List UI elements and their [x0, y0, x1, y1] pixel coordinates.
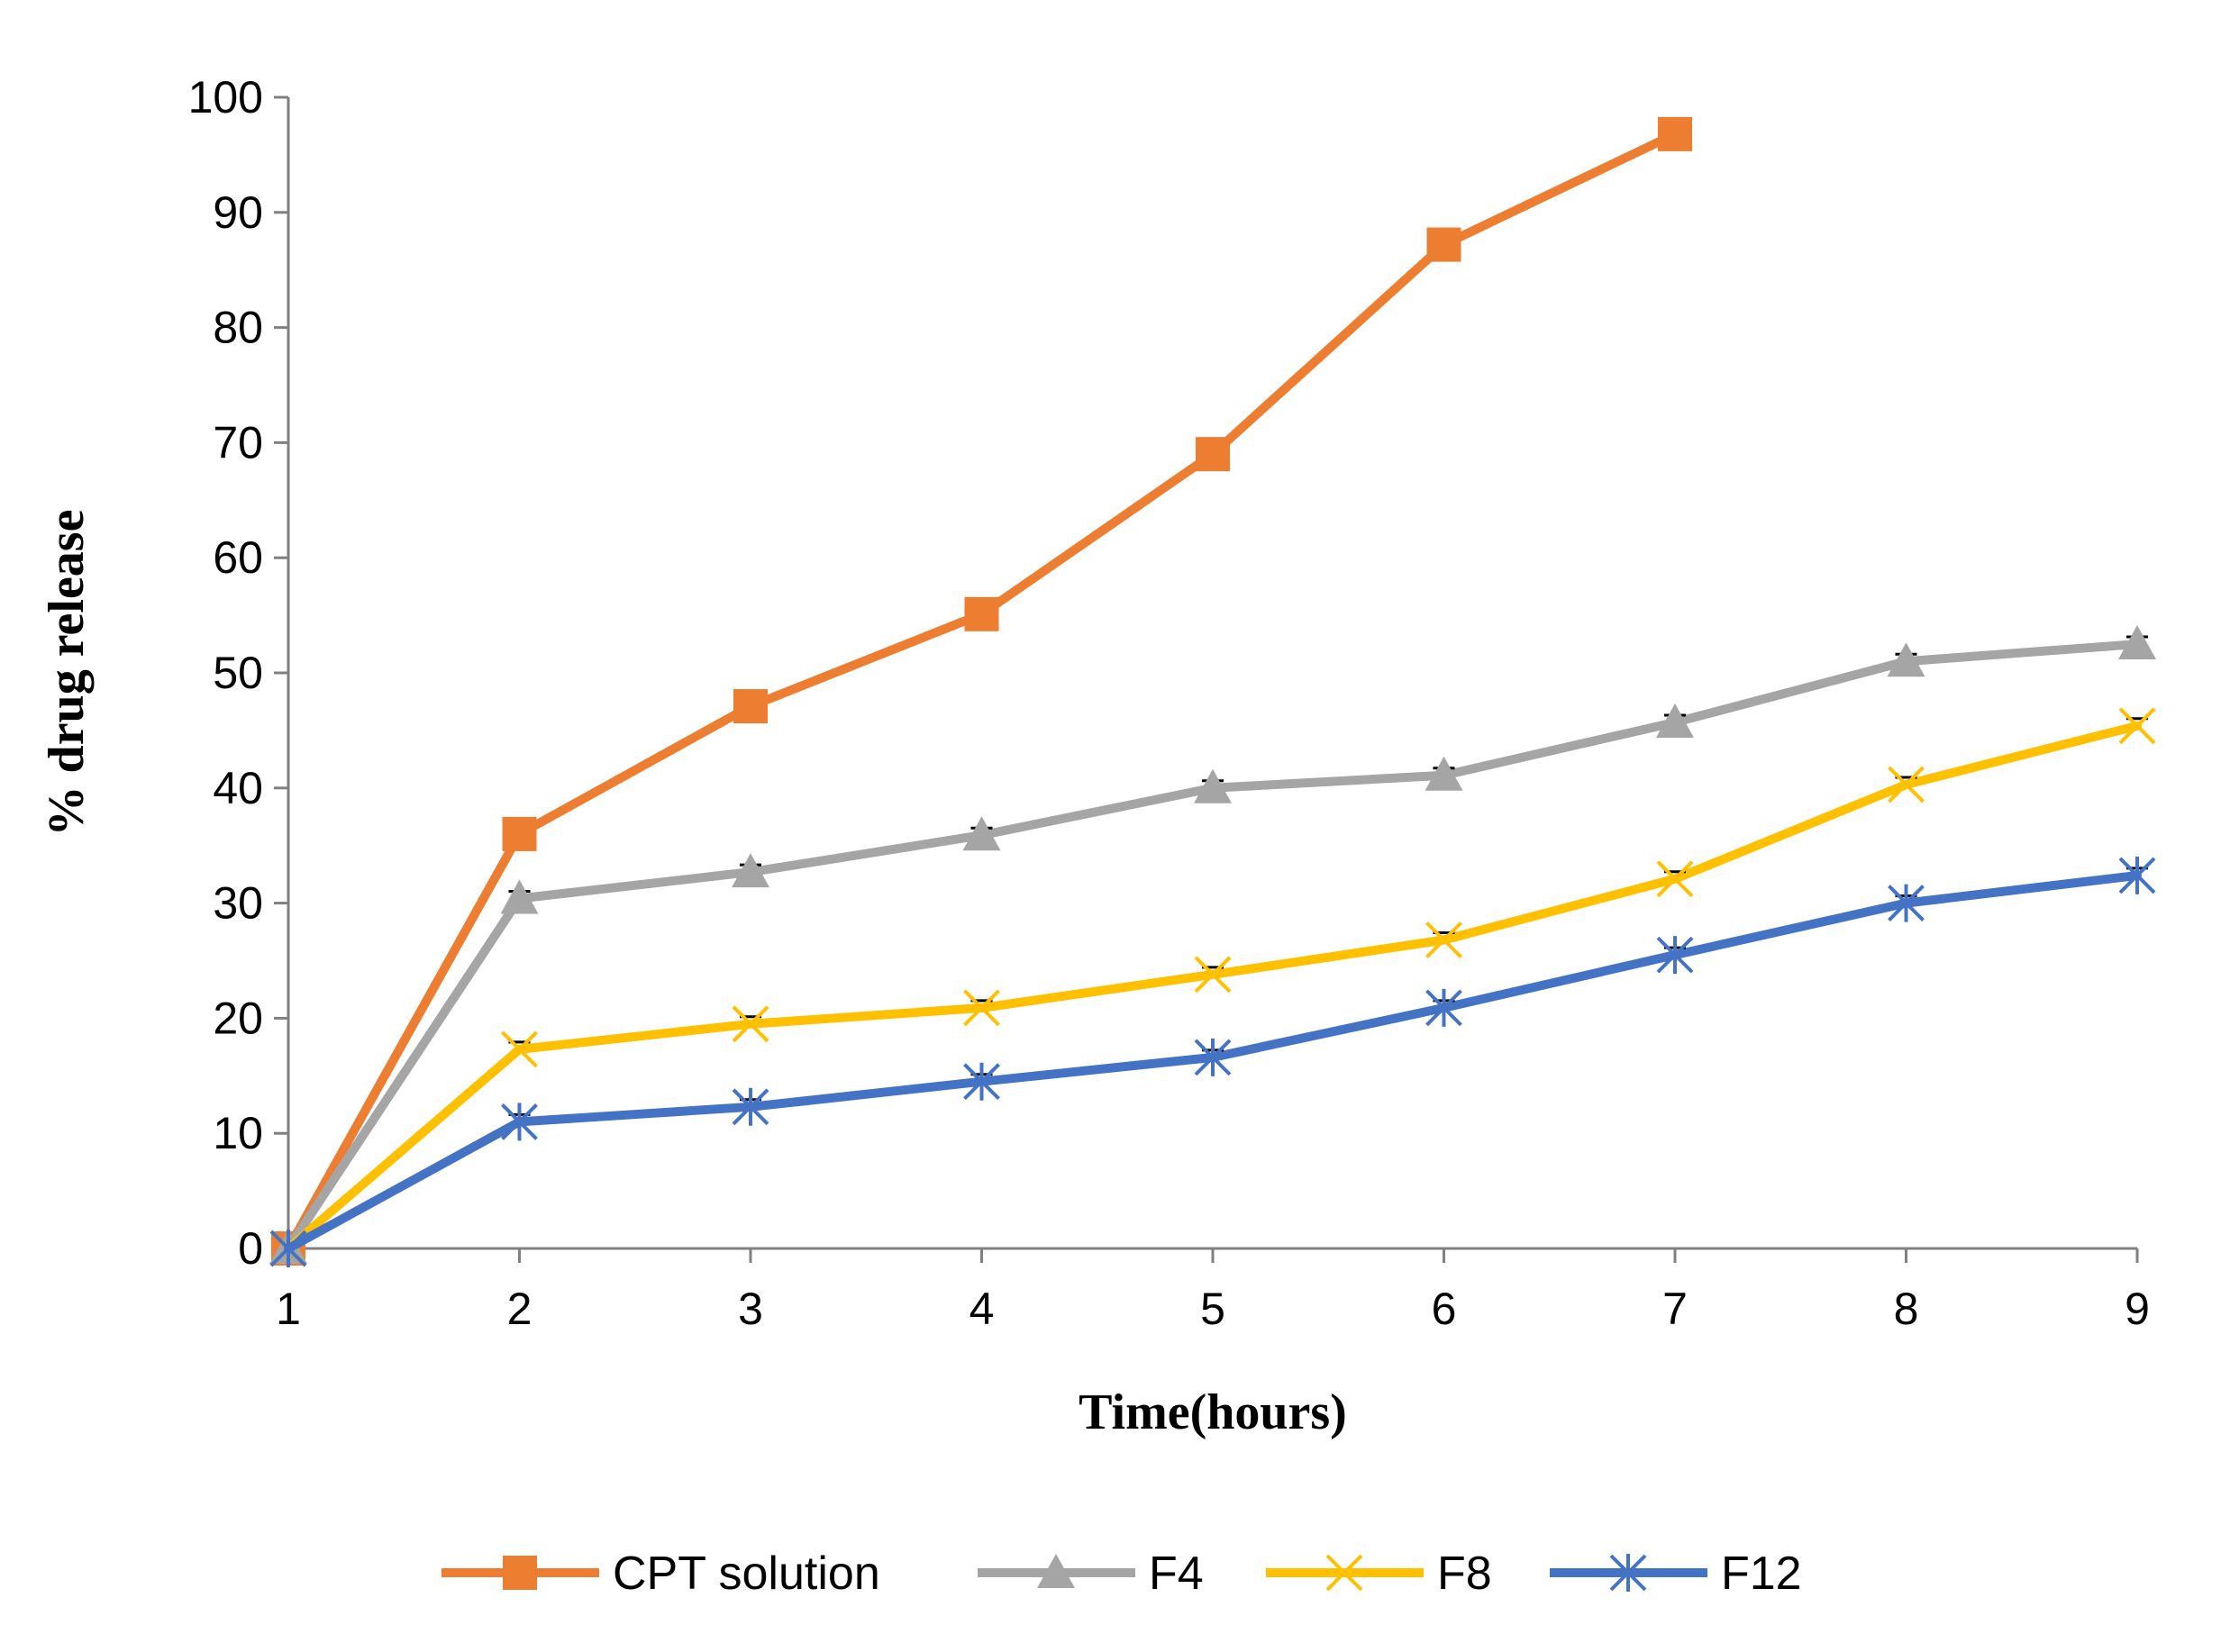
legend-marker [1609, 1554, 1647, 1592]
x-axis-title: Time(hours) [1079, 1384, 1347, 1440]
data-point [1656, 703, 1694, 738]
y-tick-label: 20 [213, 993, 263, 1043]
legend-label: F4 [1149, 1548, 1204, 1600]
x-tick-label: 9 [2125, 1284, 2150, 1334]
legend-label: F8 [1437, 1548, 1492, 1600]
data-point [964, 596, 999, 631]
data-point [269, 1230, 307, 1267]
x-tick-label: 2 [507, 1284, 532, 1334]
data-point [1658, 116, 1692, 151]
legend-marker [503, 1556, 537, 1590]
legend: CPT solution F4 F8 F12 [441, 1548, 1802, 1600]
axes-layer: 0 10 20 30 40 50 60 70 80 90 100 1 2 3 4 5 6 7 8 9 [188, 72, 2150, 1334]
y-tick-label: 90 [213, 187, 263, 238]
legend-label: F12 [1721, 1548, 1802, 1600]
data-point [1656, 860, 1694, 898]
series-line [284, 640, 2142, 1253]
y-tick-label: 60 [213, 532, 263, 583]
y-tick-label: 70 [213, 417, 263, 467]
data-point [732, 853, 769, 888]
legend-marker [1037, 1554, 1075, 1588]
data-point [1425, 921, 1462, 958]
y-tick-label: 10 [213, 1108, 263, 1158]
data-point [963, 989, 1000, 1027]
x-tick-label: 8 [1894, 1284, 1919, 1334]
y-tick-label: 50 [213, 648, 263, 698]
legend-item: F8 [1266, 1548, 1492, 1600]
legend-item: CPT solution [441, 1548, 880, 1600]
data-point [1887, 642, 1925, 677]
y-tick-label: 100 [188, 72, 263, 123]
legend-item: F12 [1550, 1548, 1802, 1600]
x-tick-label: 6 [1432, 1284, 1457, 1334]
data-point [500, 879, 539, 914]
y-tick-label: 0 [238, 1223, 263, 1274]
series-layer [269, 116, 2156, 1267]
data-point [1888, 766, 1925, 803]
legend-item: F4 [978, 1548, 1204, 1600]
data-point [1194, 768, 1232, 803]
data-point [1194, 1038, 1232, 1076]
data-point [502, 816, 537, 851]
legend-marker [1325, 1554, 1363, 1592]
y-tick-label: 80 [213, 303, 263, 353]
data-point [1656, 936, 1694, 975]
data-point [501, 1103, 538, 1141]
data-point [2118, 856, 2156, 894]
data-point [501, 1030, 538, 1068]
data-point [1888, 884, 1925, 922]
x-tick-label: 1 [276, 1284, 301, 1334]
data-point [962, 816, 1001, 851]
y-axis-title: % drug release [39, 510, 95, 837]
series-f4 [269, 625, 2156, 1264]
data-point [1426, 227, 1461, 262]
data-point [732, 1005, 769, 1043]
data-point [1425, 756, 1463, 791]
legend-label: CPT solution [613, 1548, 880, 1600]
x-tick-label: 5 [1200, 1284, 1225, 1334]
data-point [2118, 707, 2156, 745]
y-tick-label: 40 [213, 763, 263, 813]
data-point [1425, 988, 1462, 1027]
data-point [2118, 625, 2156, 660]
data-point [1194, 956, 1232, 994]
labels-layer: Time(hours) % drug release [39, 510, 1347, 1440]
x-tick-label: 3 [738, 1284, 763, 1334]
data-point [733, 689, 768, 724]
x-tick-label: 4 [969, 1284, 995, 1334]
data-point [1196, 437, 1230, 472]
y-tick-label: 30 [213, 878, 263, 929]
data-point [963, 1062, 1000, 1101]
x-tick-label: 7 [1662, 1284, 1688, 1334]
series-f12 [269, 856, 2156, 1267]
data-point [732, 1087, 769, 1126]
